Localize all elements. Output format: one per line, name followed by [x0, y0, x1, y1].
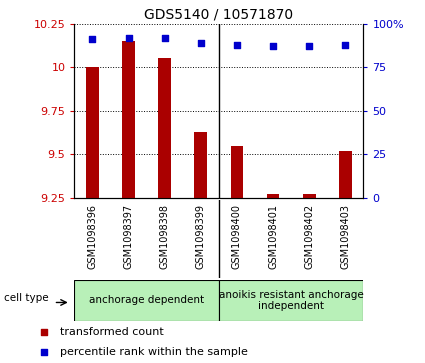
Point: [197, 40, 204, 46]
Bar: [267, 194, 279, 198]
Bar: [86, 67, 99, 198]
Text: GSM1098402: GSM1098402: [304, 204, 314, 269]
Bar: [339, 151, 351, 198]
Text: GSM1098400: GSM1098400: [232, 204, 242, 269]
Point: [269, 43, 276, 49]
Bar: [219, 280, 363, 321]
Bar: [159, 58, 171, 198]
Text: anoikis resistant anchorage
independent: anoikis resistant anchorage independent: [219, 290, 363, 311]
Text: percentile rank within the sample: percentile rank within the sample: [60, 347, 247, 357]
Point: [234, 42, 241, 48]
Text: transformed count: transformed count: [60, 327, 163, 337]
Text: GSM1098401: GSM1098401: [268, 204, 278, 269]
Title: GDS5140 / 10571870: GDS5140 / 10571870: [144, 7, 293, 21]
Text: GSM1098399: GSM1098399: [196, 204, 206, 269]
Point: [89, 36, 96, 42]
Point: [41, 329, 48, 335]
Text: GSM1098398: GSM1098398: [160, 204, 170, 269]
Bar: [303, 194, 315, 198]
Text: anchorage dependent: anchorage dependent: [89, 295, 204, 305]
Text: GSM1098403: GSM1098403: [340, 204, 350, 269]
Point: [41, 349, 48, 355]
Bar: [231, 146, 243, 198]
Point: [342, 42, 348, 48]
Point: [125, 34, 132, 40]
Point: [161, 34, 168, 40]
Bar: [122, 41, 135, 198]
Text: cell type: cell type: [4, 293, 48, 303]
Point: [306, 43, 312, 49]
Bar: [195, 132, 207, 198]
Bar: [74, 280, 219, 321]
Text: GSM1098396: GSM1098396: [88, 204, 97, 269]
Text: GSM1098397: GSM1098397: [124, 204, 133, 269]
